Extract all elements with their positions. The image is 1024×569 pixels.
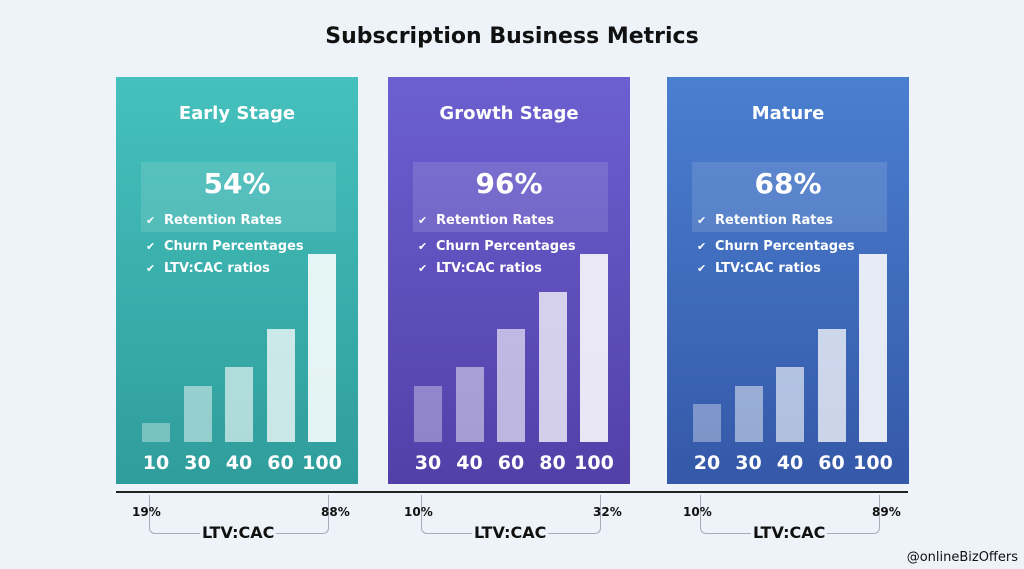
ltv-max: 88%: [321, 505, 350, 519]
panel-title: Early Stage: [178, 103, 296, 124]
bar-label: 100: [302, 452, 342, 474]
bar: [817, 329, 846, 442]
feature-label: Retention Rates: [436, 213, 555, 228]
bar-label: 80: [539, 452, 566, 474]
feature-item: ✔ Churn Percentages: [697, 239, 855, 254]
bar-label: 60: [497, 452, 525, 474]
check-icon: ✔: [697, 262, 707, 275]
panel-title: Mature: [751, 103, 825, 124]
feature-item: ✔ Retention Rates: [418, 213, 554, 228]
feature-label: LTV:CAC ratios: [436, 261, 542, 276]
bar-label: 20: [693, 452, 721, 474]
bar-label: 40: [776, 452, 804, 474]
ltv-min: 19%: [132, 505, 161, 519]
feature-label: LTV:CAC ratios: [715, 261, 821, 276]
ltv-min: 10%: [404, 505, 433, 519]
bar: [734, 385, 763, 442]
bar-label: 10: [142, 452, 170, 474]
stage-panel: Growth Stage 96% ✔ Retention Rates ✔ Churn P…: [388, 77, 630, 484]
bar-label: 40: [225, 452, 253, 474]
feature-item: ✔ LTV:CAC ratios: [697, 261, 821, 276]
headline-box: [141, 162, 336, 232]
bar: [142, 423, 170, 442]
feature-item: ✔ Churn Percentages: [146, 239, 304, 254]
bar: [455, 366, 484, 442]
ltv-max: 32%: [593, 505, 622, 519]
bar: [414, 385, 442, 442]
headline-box: [413, 162, 608, 232]
headline-percent: 54%: [203, 167, 271, 200]
bar: [776, 366, 804, 442]
bar: [183, 385, 212, 442]
bar: [497, 329, 525, 442]
check-icon: ✔: [418, 214, 428, 227]
bar: [538, 291, 567, 442]
stage-panel: Mature 68% ✔ Retention Rates ✔ Churn Percent…: [667, 77, 909, 484]
bar-label: 30: [735, 452, 762, 474]
bar-label: 30: [184, 452, 211, 474]
feature-item: ✔ Retention Rates: [146, 213, 282, 228]
feature-item: ✔ LTV:CAC ratios: [146, 261, 270, 276]
bar: [225, 366, 253, 442]
feature-item: ✔ LTV:CAC ratios: [418, 261, 542, 276]
panel-title: Growth Stage: [439, 103, 579, 124]
feature-label: Churn Percentages: [164, 239, 304, 254]
feature-label: Retention Rates: [715, 213, 834, 228]
bar: [693, 404, 721, 442]
bar: [308, 254, 336, 442]
bar: [266, 329, 295, 442]
feature-label: LTV:CAC ratios: [164, 261, 270, 276]
check-icon: ✔: [418, 240, 428, 253]
check-icon: ✔: [146, 240, 156, 253]
feature-label: Retention Rates: [164, 213, 283, 228]
ltv-label: LTV:CAC: [751, 523, 828, 542]
bar-label: 30: [414, 452, 442, 474]
stage-panel: Early Stage 54% ✔ Retention Rates ✔ Churn Pe…: [116, 77, 358, 484]
check-icon: ✔: [697, 240, 707, 253]
page-title: Subscription Business Metrics: [325, 24, 699, 49]
feature-label: Churn Percentages: [715, 239, 855, 254]
headline-percent: 96%: [475, 167, 543, 200]
bar-label: 100: [853, 452, 893, 474]
check-icon: ✔: [146, 262, 156, 275]
ltv-label: LTV:CAC: [200, 523, 277, 542]
bar-label: 100: [574, 452, 614, 474]
check-icon: ✔: [146, 214, 156, 227]
bar-label: 60: [818, 452, 845, 474]
feature-item: ✔ Churn Percentages: [418, 239, 576, 254]
headline-box: [692, 162, 887, 232]
feature-item: ✔ Retention Rates: [697, 213, 833, 228]
credit: @onlineBizOffers: [906, 550, 1018, 565]
check-icon: ✔: [697, 214, 707, 227]
ltv-label: LTV:CAC: [472, 523, 549, 542]
feature-label: Churn Percentages: [436, 239, 576, 254]
bar-label: 40: [456, 452, 483, 474]
check-icon: ✔: [418, 262, 428, 275]
axis-line: [116, 491, 908, 493]
headline-percent: 68%: [754, 167, 822, 200]
bar-label: 60: [267, 452, 294, 474]
ltv-min: 10%: [683, 505, 712, 519]
ltv-max: 89%: [872, 505, 901, 519]
bar: [580, 254, 608, 442]
bar: [859, 254, 887, 442]
